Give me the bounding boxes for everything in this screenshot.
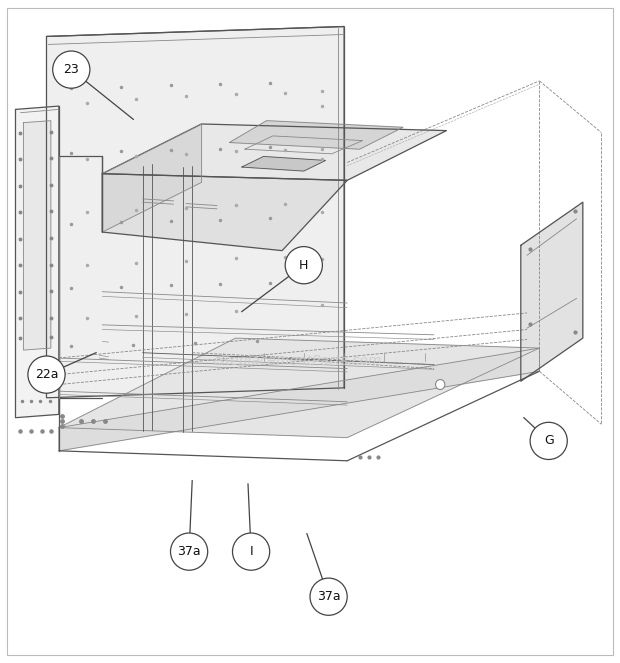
- Polygon shape: [229, 121, 403, 149]
- Ellipse shape: [435, 379, 445, 390]
- Ellipse shape: [170, 533, 208, 570]
- Ellipse shape: [53, 51, 90, 88]
- Text: eReplacementParts.com: eReplacementParts.com: [213, 354, 383, 369]
- Polygon shape: [242, 156, 326, 171]
- Ellipse shape: [232, 533, 270, 570]
- Polygon shape: [59, 338, 539, 438]
- Polygon shape: [102, 124, 446, 180]
- Text: H: H: [299, 259, 309, 272]
- Ellipse shape: [285, 247, 322, 284]
- Polygon shape: [102, 174, 347, 251]
- Polygon shape: [24, 121, 51, 350]
- Polygon shape: [521, 202, 583, 381]
- Polygon shape: [46, 27, 344, 398]
- Text: 37a: 37a: [317, 590, 340, 603]
- Polygon shape: [59, 348, 539, 451]
- Text: I: I: [249, 545, 253, 558]
- Text: G: G: [544, 434, 554, 448]
- Ellipse shape: [28, 356, 65, 393]
- Text: 23: 23: [63, 63, 79, 76]
- Ellipse shape: [310, 578, 347, 615]
- Text: 37a: 37a: [177, 545, 201, 558]
- Ellipse shape: [530, 422, 567, 459]
- Polygon shape: [102, 124, 202, 232]
- Text: 22a: 22a: [35, 368, 58, 381]
- Polygon shape: [16, 106, 59, 418]
